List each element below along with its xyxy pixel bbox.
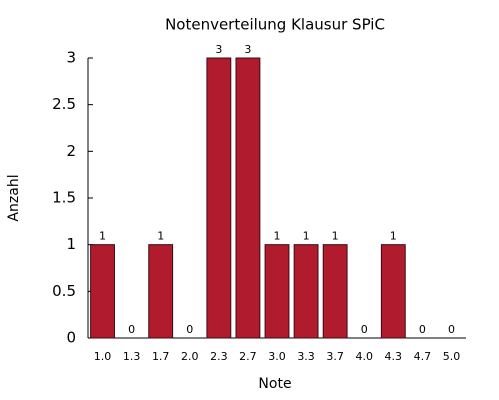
x-tick-label: 2.3 bbox=[210, 350, 228, 363]
data-label: 0 bbox=[419, 323, 426, 336]
x-tick-label: 3.7 bbox=[326, 350, 344, 363]
data-label: 0 bbox=[361, 323, 368, 336]
data-label: 1 bbox=[274, 230, 281, 243]
x-tick-label: 5.0 bbox=[443, 350, 461, 363]
bar bbox=[206, 57, 232, 339]
x-tick-label: 1.3 bbox=[123, 350, 141, 363]
x-tick-label: 1.0 bbox=[94, 350, 112, 363]
bar bbox=[293, 244, 319, 339]
data-label: 0 bbox=[186, 323, 193, 336]
x-tick-label: 4.7 bbox=[414, 350, 432, 363]
data-label: 3 bbox=[215, 43, 222, 56]
y-tick-label: 2.5 bbox=[52, 95, 76, 113]
x-tick-label: 3.0 bbox=[268, 350, 286, 363]
bar bbox=[90, 244, 115, 339]
x-tick-label: 4.0 bbox=[355, 350, 373, 363]
y-tick-label: 1 bbox=[66, 235, 76, 253]
x-tick-label: 3.3 bbox=[297, 350, 315, 363]
x-tick-label: 2.0 bbox=[181, 350, 199, 363]
data-label: 1 bbox=[332, 230, 339, 243]
x-axis-label: Note bbox=[258, 376, 291, 392]
bar bbox=[264, 244, 290, 339]
y-axis-label: Anzahl bbox=[6, 174, 22, 221]
data-label: 1 bbox=[157, 230, 164, 243]
data-label: 3 bbox=[244, 43, 251, 56]
data-label: 0 bbox=[128, 323, 135, 336]
data-label: 1 bbox=[390, 230, 397, 243]
data-label: 1 bbox=[303, 230, 310, 243]
bar bbox=[322, 244, 348, 339]
y-tick-label: 2 bbox=[66, 142, 76, 160]
bar bbox=[380, 244, 406, 339]
y-tick-label: 0.5 bbox=[52, 282, 76, 300]
y-tick-label: 0 bbox=[66, 329, 76, 347]
x-tick-label: 1.7 bbox=[152, 350, 170, 363]
bar bbox=[148, 244, 174, 339]
data-label: 1 bbox=[99, 230, 106, 243]
x-tick-label: 4.3 bbox=[385, 350, 403, 363]
y-tick-label: 3 bbox=[66, 49, 76, 67]
x-tick-label: 2.7 bbox=[239, 350, 257, 363]
chart-title: Notenverteilung Klausur SPiC bbox=[165, 16, 385, 34]
data-label: 0 bbox=[448, 323, 455, 336]
bar bbox=[235, 57, 261, 339]
y-tick-label: 1.5 bbox=[52, 189, 76, 207]
